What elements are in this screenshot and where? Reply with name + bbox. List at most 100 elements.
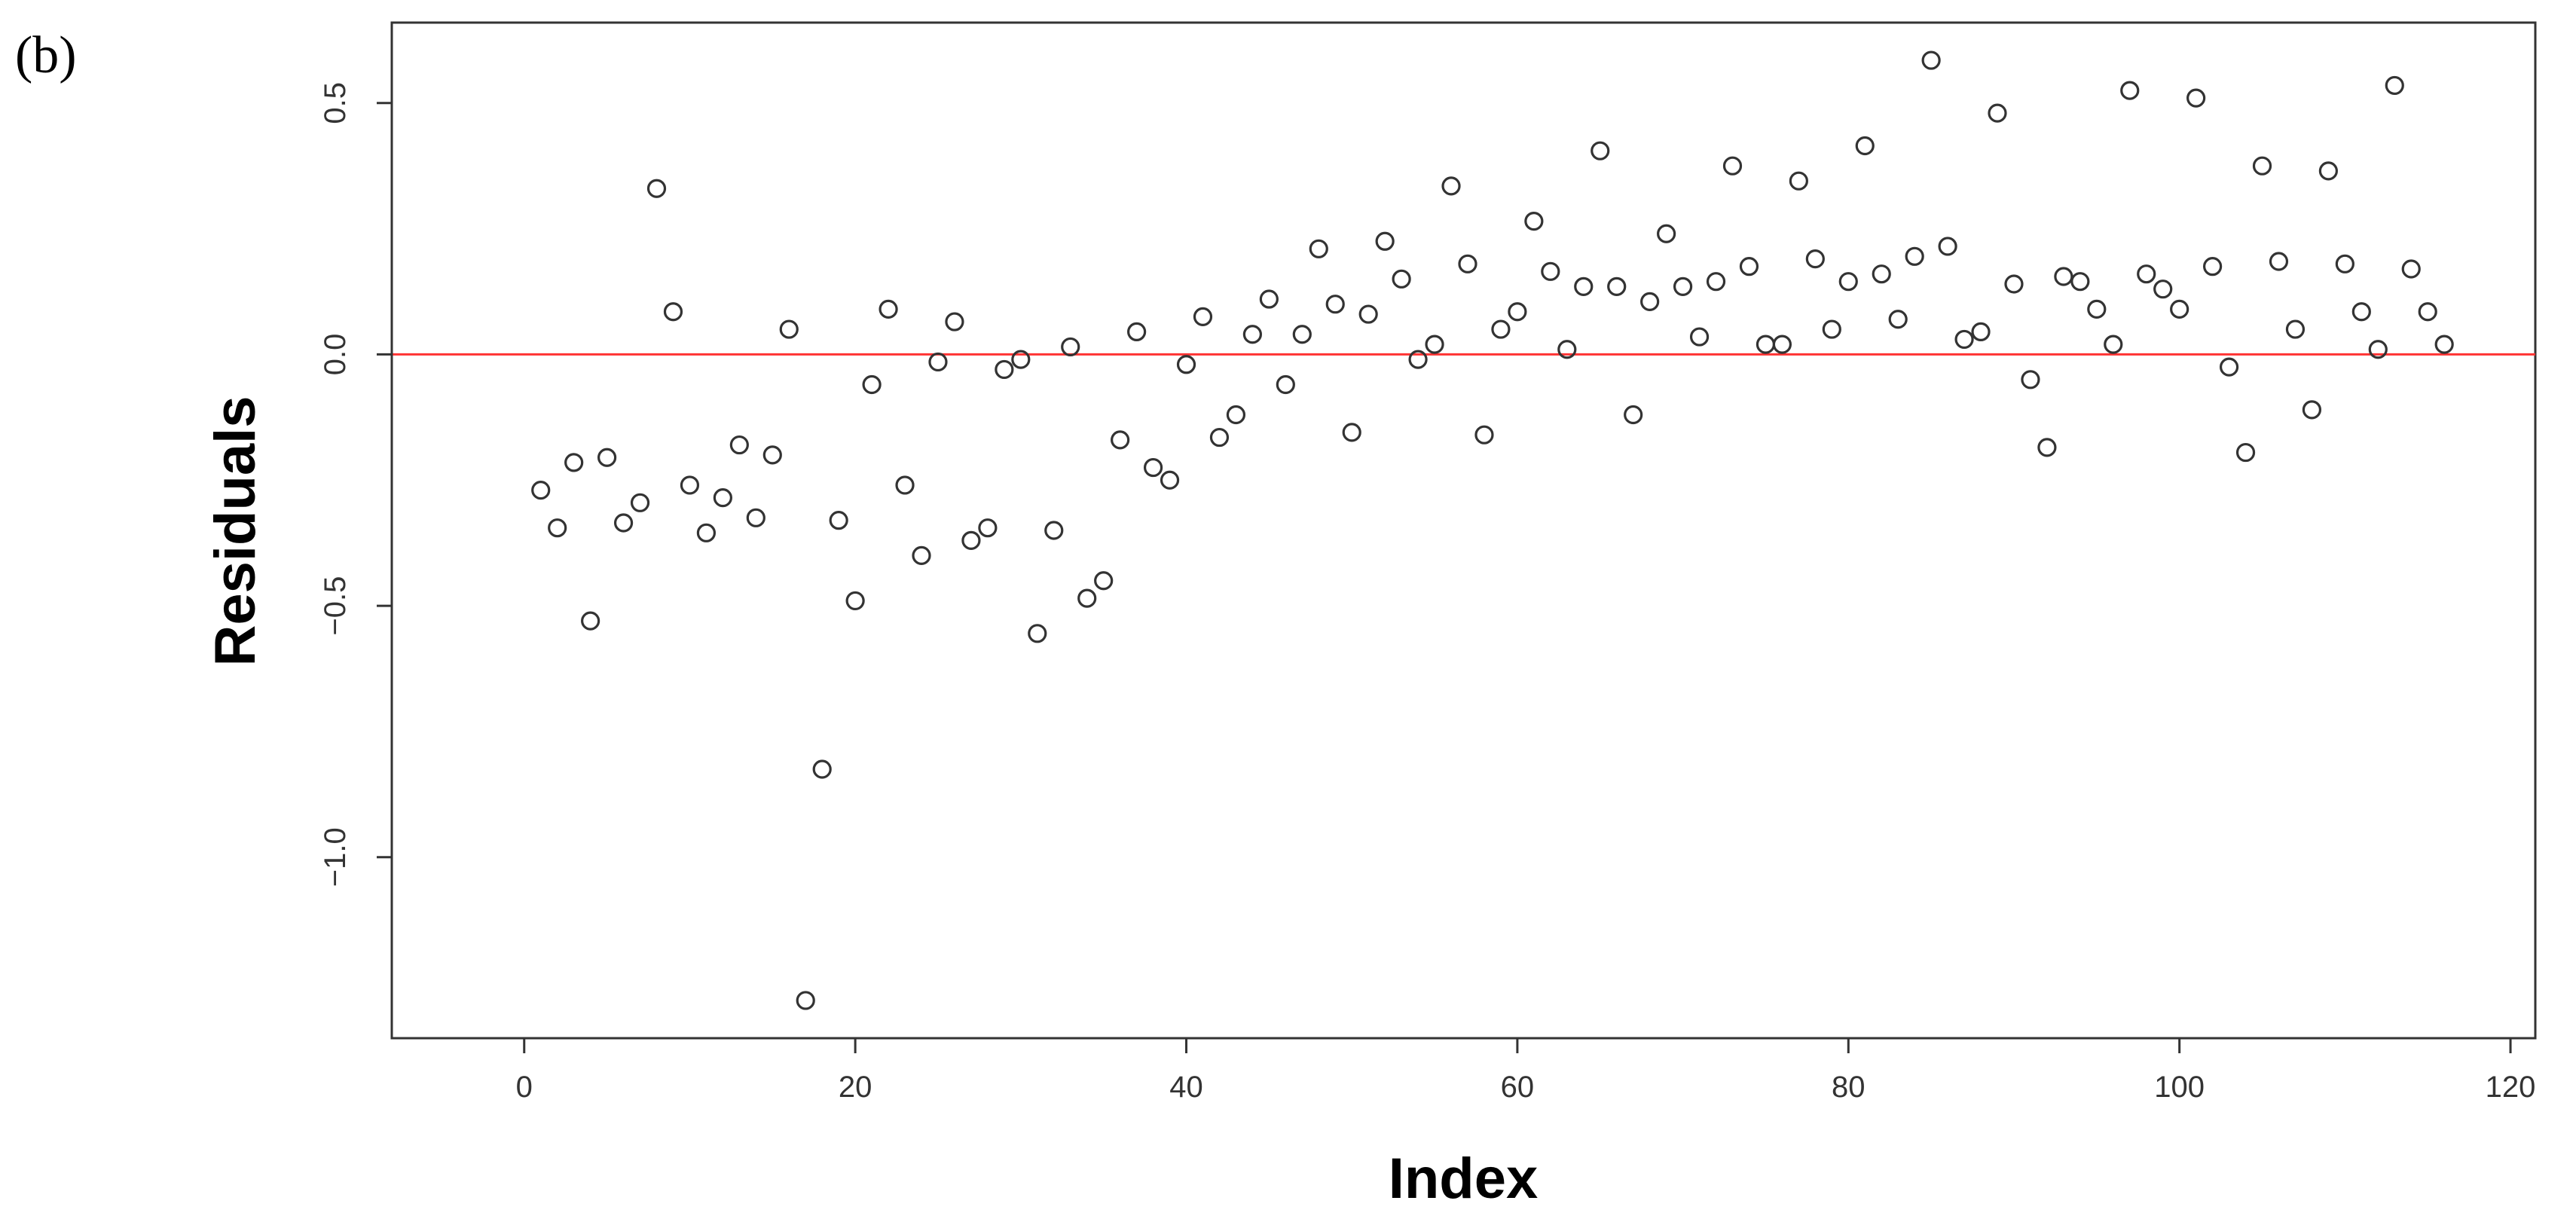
data-point <box>978 518 998 538</box>
data-point <box>564 453 584 472</box>
y-axis-title: Residuals <box>203 396 267 666</box>
data-point <box>1838 272 1858 292</box>
data-point <box>2335 254 2354 273</box>
data-point <box>1226 405 1246 425</box>
data-point <box>630 493 650 512</box>
data-point <box>2186 88 2206 108</box>
data-point <box>1061 337 1080 357</box>
data-point <box>680 475 700 495</box>
data-point <box>1292 325 1312 344</box>
data-point <box>1309 239 1328 258</box>
data-point <box>663 302 683 322</box>
data-point <box>729 435 749 455</box>
x-tick-label: 40 <box>1169 1071 1203 1104</box>
data-point <box>597 448 617 467</box>
x-axis: 0 20 40 60 80 100 120 <box>516 1037 2536 1104</box>
data-point <box>713 488 732 508</box>
y-tick-label: 0.0 <box>319 334 352 376</box>
data-point <box>2037 438 2057 457</box>
data-point <box>1458 254 1477 273</box>
data-point <box>862 374 882 395</box>
data-point <box>1557 340 1577 359</box>
data-point <box>1176 355 1196 374</box>
data-point <box>928 352 948 372</box>
data-point <box>1408 350 1428 369</box>
data-point <box>2054 267 2073 286</box>
x-tick-label: 60 <box>1501 1071 1535 1104</box>
data-point <box>2434 335 2454 354</box>
data-point <box>1524 211 1544 231</box>
data-point <box>1706 272 1726 292</box>
data-point <box>1855 136 1875 156</box>
data-point <box>1259 289 1279 309</box>
data-point <box>1491 319 1511 339</box>
data-point <box>1425 335 1444 354</box>
data-point <box>2252 156 2272 176</box>
data-point <box>2104 335 2123 354</box>
data-point <box>1722 156 1743 176</box>
data-point <box>2219 357 2239 377</box>
data-point <box>2318 161 2338 181</box>
data-point <box>1508 302 1527 322</box>
data-point <box>696 523 717 542</box>
data-point <box>1954 329 1974 350</box>
data-point <box>2302 400 2322 420</box>
y-axis: −1.0 −0.5 0.0 0.5 <box>319 82 393 887</box>
x-tick-label: 0 <box>516 1071 533 1104</box>
data-point <box>2285 319 2306 339</box>
data-point <box>2385 75 2404 96</box>
data-point <box>1111 430 1130 450</box>
data-point <box>1358 304 1378 324</box>
data-point <box>1607 276 1627 296</box>
data-point <box>1011 350 1031 369</box>
x-tick-label: 120 <box>2486 1071 2536 1104</box>
x-tick-label: 100 <box>2154 1071 2205 1104</box>
data-point <box>1028 624 1047 643</box>
data-point <box>1276 374 1295 395</box>
data-point <box>1971 322 1991 342</box>
data-point <box>1574 276 1594 296</box>
data-point <box>646 179 667 198</box>
data-point <box>2269 252 2289 271</box>
data-point <box>2401 259 2421 279</box>
data-point <box>912 545 931 565</box>
data-point <box>1872 264 1891 284</box>
data-point <box>1160 470 1180 490</box>
data-point <box>581 611 600 631</box>
data-point <box>961 530 981 550</box>
data-point <box>796 991 815 1010</box>
data-point <box>2120 81 2140 100</box>
data-point <box>1905 246 1924 266</box>
data-point <box>2087 299 2107 319</box>
data-point <box>895 475 915 495</box>
data-point <box>2203 257 2223 276</box>
data-point <box>2070 272 2090 292</box>
data-point <box>746 508 765 527</box>
data-point <box>1094 571 1114 591</box>
data-point <box>1988 103 2007 123</box>
data-point <box>1888 310 1908 329</box>
y-tick-label: 0.5 <box>319 82 352 124</box>
data-point <box>762 445 782 465</box>
data-point <box>2170 299 2189 319</box>
data-point <box>829 511 848 530</box>
data-point <box>1242 325 1262 344</box>
data-point <box>1673 276 1693 296</box>
data-point <box>945 312 964 331</box>
data-point <box>845 591 865 611</box>
data-point <box>1044 521 1064 540</box>
x-axis-title: Index <box>1389 1147 1539 1211</box>
data-point <box>1342 423 1361 442</box>
data-point <box>1921 50 1941 70</box>
data-point <box>1209 427 1230 448</box>
data-point <box>613 513 634 533</box>
data-point <box>2021 370 2040 390</box>
data-point <box>548 518 567 538</box>
data-point <box>2137 264 2156 284</box>
data-point <box>2351 302 2371 322</box>
data-point <box>779 319 799 339</box>
data-point <box>1077 588 1097 608</box>
data-point <box>879 299 898 319</box>
data-point <box>1143 457 1163 478</box>
